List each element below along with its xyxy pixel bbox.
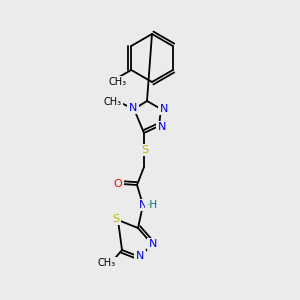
Text: ·H: ·H [146,200,158,210]
Text: S: S [112,214,120,224]
Text: N: N [136,251,144,261]
Text: O: O [114,179,122,189]
Text: N: N [160,104,168,114]
Text: CH₃: CH₃ [98,258,116,268]
Text: CH₃: CH₃ [108,77,126,87]
Text: CH₃: CH₃ [104,97,122,107]
Text: N: N [158,122,166,132]
Text: N: N [139,200,147,210]
Text: N: N [129,103,137,113]
Text: N: N [149,239,157,249]
Text: S: S [141,145,148,155]
